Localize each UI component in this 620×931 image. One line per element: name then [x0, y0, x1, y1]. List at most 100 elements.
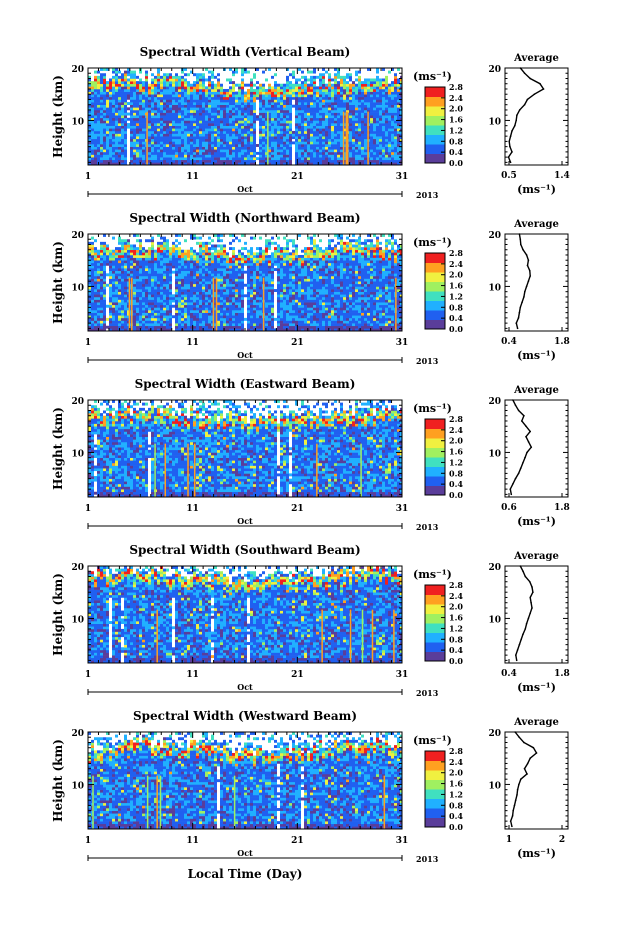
heatmap-cell — [358, 128, 361, 132]
heatmap-cell — [91, 328, 94, 331]
heatmap-cell — [322, 94, 325, 98]
heatmap-cell — [103, 283, 106, 287]
heatmap-cell — [193, 149, 196, 153]
heatmap-cell — [136, 117, 139, 121]
heatmap-cell — [91, 310, 94, 313]
heatmap-cell — [139, 141, 142, 145]
heatmap-cell — [214, 112, 217, 116]
heatmap-cell — [139, 296, 142, 300]
heatmap-cell — [397, 91, 400, 95]
heatmap-cell — [187, 83, 190, 87]
heatmap-cell — [268, 104, 271, 108]
heatmap-cell — [151, 268, 154, 272]
heatmap-cell — [382, 162, 385, 165]
heatmap-cell — [169, 73, 172, 77]
heatmap-cell — [277, 96, 280, 100]
heatmap-cell — [163, 88, 166, 92]
heatmap-cell — [376, 68, 379, 71]
heatmap-cell — [271, 149, 274, 153]
heatmap-cell — [118, 275, 121, 279]
heatmap-cell — [184, 268, 187, 272]
heatmap-cell — [289, 136, 292, 140]
heatmap-cell — [295, 91, 298, 95]
heatmap-cell — [316, 123, 319, 126]
heatmap-cell — [199, 310, 202, 313]
heatmap-cell — [97, 78, 100, 82]
heatmap-cell — [328, 138, 331, 142]
heatmap-cell — [175, 78, 178, 82]
heatmap-cell — [127, 325, 130, 329]
heatmap-cell — [283, 157, 286, 161]
heatmap-cell — [316, 144, 319, 147]
heatmap-cell — [136, 302, 139, 306]
heatmap-cell — [391, 149, 394, 153]
heatmap-cell — [130, 254, 133, 258]
heatmap-cell — [304, 151, 307, 155]
heatmap-cell — [385, 136, 388, 140]
heatmap-cell — [163, 125, 166, 129]
heatmap-cell — [343, 94, 346, 98]
heatmap-cell — [136, 123, 139, 126]
heatmap-cell — [196, 289, 199, 292]
heatmap-cell — [115, 278, 118, 282]
heatmap-cell — [115, 117, 118, 121]
heatmap-cell — [295, 162, 298, 165]
heatmap-cell — [139, 291, 142, 295]
heatmap-cell — [214, 88, 217, 92]
heatmap-cell — [340, 128, 343, 132]
heatmap-cell — [118, 262, 121, 266]
heatmap-cell — [319, 78, 322, 82]
heatmap-cell — [244, 146, 247, 150]
heatmap-cell — [292, 133, 295, 137]
heatmap-cell — [283, 83, 286, 87]
heatmap-cell — [268, 146, 271, 150]
heatmap-cell — [289, 81, 292, 85]
heatmap-cell — [94, 109, 97, 113]
heatmap-cell — [214, 159, 217, 163]
heatmap-cell — [88, 291, 91, 295]
heatmap-cell — [319, 109, 322, 113]
heatmap-cell — [151, 325, 154, 329]
heatmap-cell — [391, 94, 394, 98]
heatmap-cell — [112, 112, 115, 116]
heatmap-cell — [259, 162, 262, 165]
heatmap-cell — [328, 109, 331, 113]
heatmap-cell — [163, 323, 166, 327]
heatmap-cell — [232, 159, 235, 163]
heatmap-cell — [127, 283, 130, 287]
heatmap-cell — [274, 99, 277, 103]
heatmap-cell — [184, 109, 187, 113]
heatmap-cell — [358, 133, 361, 137]
heatmap-cell — [199, 109, 202, 113]
heatmap-cell — [103, 328, 106, 331]
heatmap-cell — [160, 286, 163, 290]
heatmap-cell — [232, 109, 235, 113]
heatmap-cell — [178, 83, 181, 87]
heatmap-cell — [121, 149, 124, 153]
heatmap-cell — [217, 91, 220, 95]
heatmap-cell — [343, 99, 346, 103]
heatmap-cell — [124, 268, 127, 272]
heatmap-cell — [358, 130, 361, 134]
heatmap-cell — [130, 144, 133, 147]
heatmap-cell — [373, 120, 376, 124]
heatmap-cell — [331, 102, 334, 106]
heatmap-cell — [199, 104, 202, 108]
heatmap-cell — [97, 260, 100, 264]
heatmap-cell — [169, 120, 172, 124]
heatmap-cell — [346, 104, 349, 108]
heatmap-cell — [133, 325, 136, 329]
heatmap-cell — [319, 154, 322, 158]
heatmap-cell — [130, 268, 133, 272]
heatmap-cell — [172, 81, 175, 85]
heatmap-cell — [214, 128, 217, 132]
heatmap-cell — [352, 120, 355, 124]
heatmap-cell — [292, 75, 295, 79]
heatmap-cell — [325, 123, 328, 126]
heatmap-cell — [193, 125, 196, 129]
heatmap-cell — [352, 117, 355, 121]
heatmap-cell — [334, 136, 337, 140]
heatmap-cell — [361, 81, 364, 85]
heatmap-cell — [148, 144, 151, 147]
heatmap-cell — [187, 252, 190, 256]
